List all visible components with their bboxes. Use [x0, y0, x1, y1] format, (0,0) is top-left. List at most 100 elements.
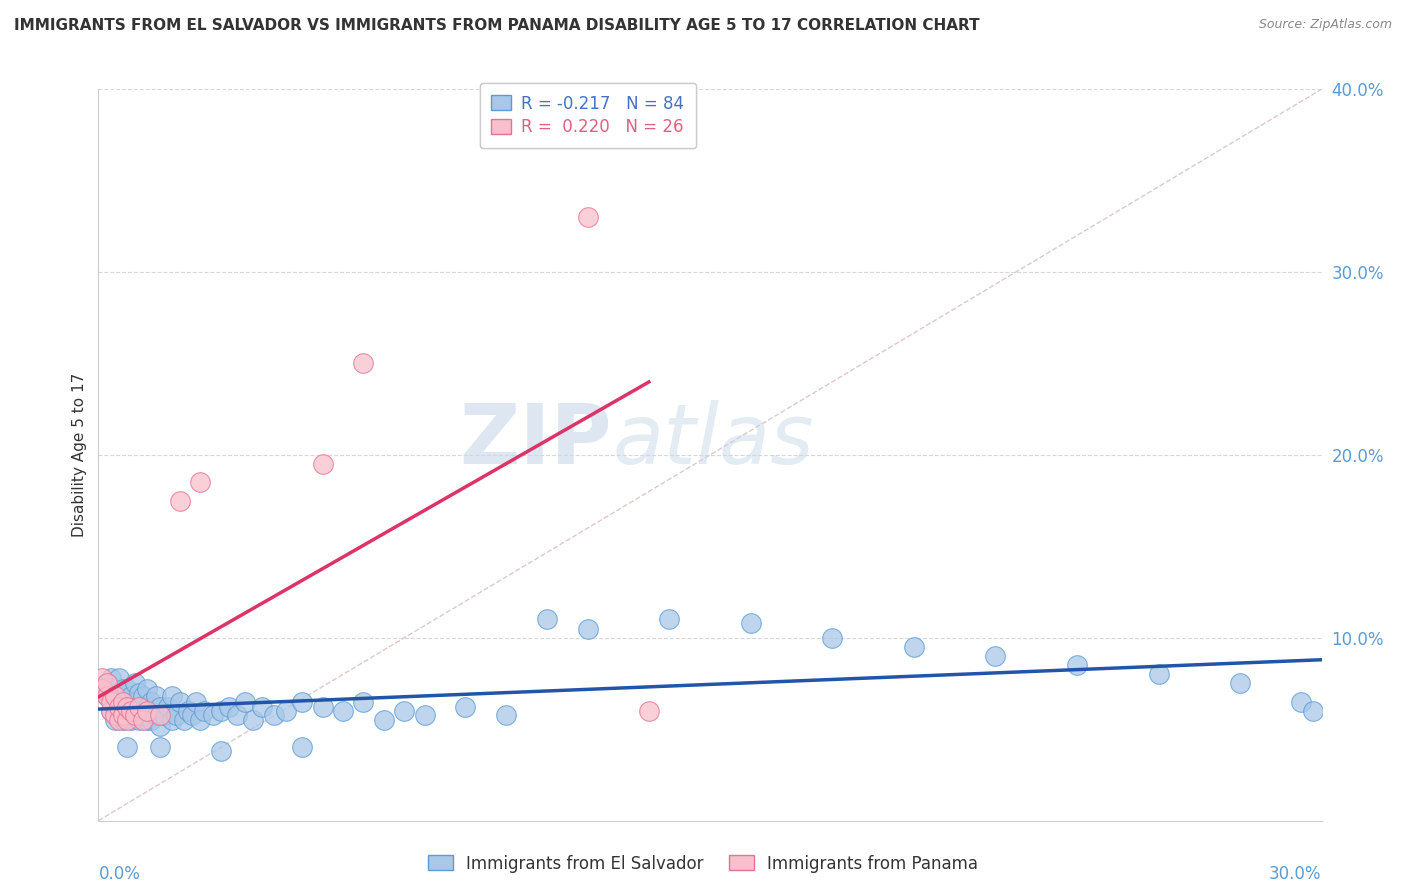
Point [1291, 695, 1313, 709]
Point [100, 704, 122, 718]
Point [274, 704, 297, 718]
Point [454, 700, 477, 714]
Text: 30.0%: 30.0% [1270, 864, 1322, 882]
Point [242, 713, 264, 727]
Point [111, 681, 134, 696]
Point [96, 690, 118, 704]
Point [124, 707, 146, 722]
Point [100, 695, 122, 709]
Point [149, 700, 172, 714]
Point [104, 707, 127, 722]
Y-axis label: Disability Age 5 to 17: Disability Age 5 to 17 [72, 373, 87, 537]
Point [188, 475, 212, 490]
Point [115, 681, 138, 696]
Point [226, 707, 249, 722]
Point [740, 616, 762, 631]
Point [312, 700, 335, 714]
Point [145, 690, 167, 704]
Point [173, 713, 195, 727]
Point [128, 700, 150, 714]
Point [1229, 676, 1251, 690]
Point [186, 695, 208, 709]
Point [291, 695, 314, 709]
Point [128, 700, 150, 714]
Point [169, 695, 191, 709]
Point [111, 713, 134, 727]
Point [156, 700, 179, 714]
Point [1066, 658, 1088, 673]
Point [291, 740, 314, 755]
Point [149, 740, 172, 755]
Point [495, 707, 517, 722]
Point [332, 704, 354, 718]
Point [145, 707, 167, 722]
Point [108, 713, 131, 727]
Point [108, 685, 131, 699]
Point [152, 707, 174, 722]
Point [209, 704, 232, 718]
Legend: R = -0.217   N = 84, R =  0.220   N = 26: R = -0.217 N = 84, R = 0.220 N = 26 [479, 83, 696, 148]
Point [108, 700, 131, 714]
Point [111, 695, 134, 709]
Point [413, 707, 436, 722]
Point [658, 613, 681, 627]
Point [160, 713, 183, 727]
Point [188, 713, 212, 727]
Text: ZIP: ZIP [460, 400, 612, 481]
Point [165, 707, 187, 722]
Point [100, 704, 122, 718]
Text: atlas: atlas [612, 400, 814, 481]
Point [128, 713, 150, 727]
Point [536, 613, 558, 627]
Point [111, 695, 134, 709]
Point [91, 681, 114, 696]
Point [104, 690, 127, 704]
Point [124, 695, 146, 709]
Point [128, 685, 150, 699]
Point [576, 622, 599, 636]
Point [250, 700, 273, 714]
Point [392, 704, 416, 718]
Point [120, 713, 142, 727]
Point [821, 631, 844, 645]
Text: IMMIGRANTS FROM EL SALVADOR VS IMMIGRANTS FROM PANAMA DISABILITY AGE 5 TO 17 COR: IMMIGRANTS FROM EL SALVADOR VS IMMIGRANT… [14, 18, 980, 33]
Point [177, 704, 200, 718]
Point [111, 707, 134, 722]
Point [124, 707, 146, 722]
Point [115, 713, 138, 727]
Point [209, 744, 232, 758]
Point [115, 707, 138, 722]
Point [136, 713, 159, 727]
Point [149, 707, 172, 722]
Point [132, 690, 155, 704]
Point [984, 649, 1007, 664]
Point [136, 681, 159, 696]
Point [141, 713, 163, 727]
Point [100, 685, 122, 699]
Point [193, 704, 215, 718]
Point [160, 690, 183, 704]
Point [115, 695, 138, 709]
Text: 0.0%: 0.0% [98, 864, 141, 882]
Point [638, 704, 661, 718]
Point [218, 700, 240, 714]
Point [201, 707, 224, 722]
Point [124, 676, 146, 690]
Point [104, 681, 127, 696]
Point [91, 671, 114, 685]
Point [903, 640, 925, 654]
Point [108, 707, 131, 722]
Point [352, 695, 374, 709]
Point [1302, 704, 1324, 718]
Point [181, 707, 204, 722]
Point [169, 493, 191, 508]
Point [104, 713, 127, 727]
Point [115, 700, 138, 714]
Legend: Immigrants from El Salvador, Immigrants from Panama: Immigrants from El Salvador, Immigrants … [422, 848, 984, 880]
Point [108, 671, 131, 685]
Point [352, 356, 374, 371]
Point [100, 671, 122, 685]
Point [96, 690, 118, 704]
Point [115, 740, 138, 755]
Point [108, 700, 131, 714]
